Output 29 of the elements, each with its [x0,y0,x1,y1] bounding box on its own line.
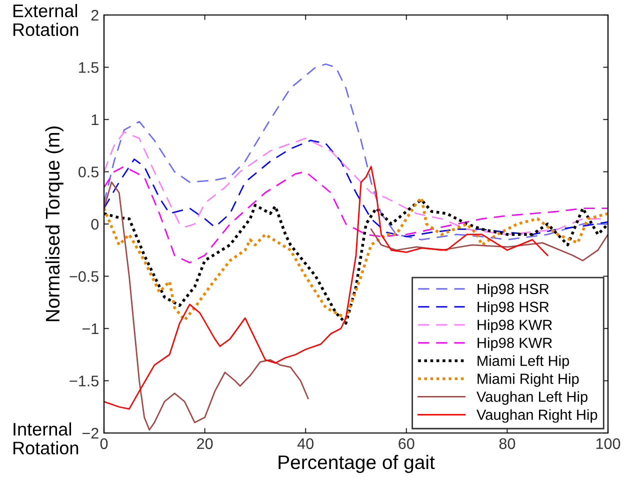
y-tick-label: 0 [91,218,99,230]
y-tick-label: 1 [92,114,98,126]
x-tick-label: 80 [499,438,516,450]
x-axis-title: Percentage of gait [278,454,435,474]
x-tick-label: 40 [297,438,314,450]
legend-label: Hip98 KWR [478,319,552,333]
legend-label: Hip98 KWR [478,337,552,351]
line-series [104,63,608,240]
legend-label: Miami Right Hip [478,373,579,387]
legend-label: Vaughan Left Hip [476,391,588,405]
legend-label: Hip98 HSR [478,283,549,298]
y-tick-label: −2 [82,428,98,439]
y-tick-label: −1 [82,324,98,334]
legend-label: Hip98 HSR [478,301,549,315]
x-tick-label: 100 [596,438,620,450]
x-tick-label: 20 [197,438,213,450]
x-tick-label: 0 [100,438,108,450]
legend-label: Vaughan Right Hip [476,409,598,423]
y-tick-label: −1.5 [70,376,98,386]
text: External Rotation [13,4,78,36]
y-tick-label: 0.5 [78,166,98,178]
line-series [104,166,608,264]
y-tick-label: 2 [91,10,98,21]
y-tick-label: −0.5 [70,271,98,282]
x-tick-label: 60 [398,438,414,450]
y-tick-label: 1.5 [79,62,98,73]
y-axis-title: Normalised Torque (m) [45,126,64,322]
legend-label: Miami Left Hip [478,355,570,369]
text: Internal Rotation [13,422,78,454]
